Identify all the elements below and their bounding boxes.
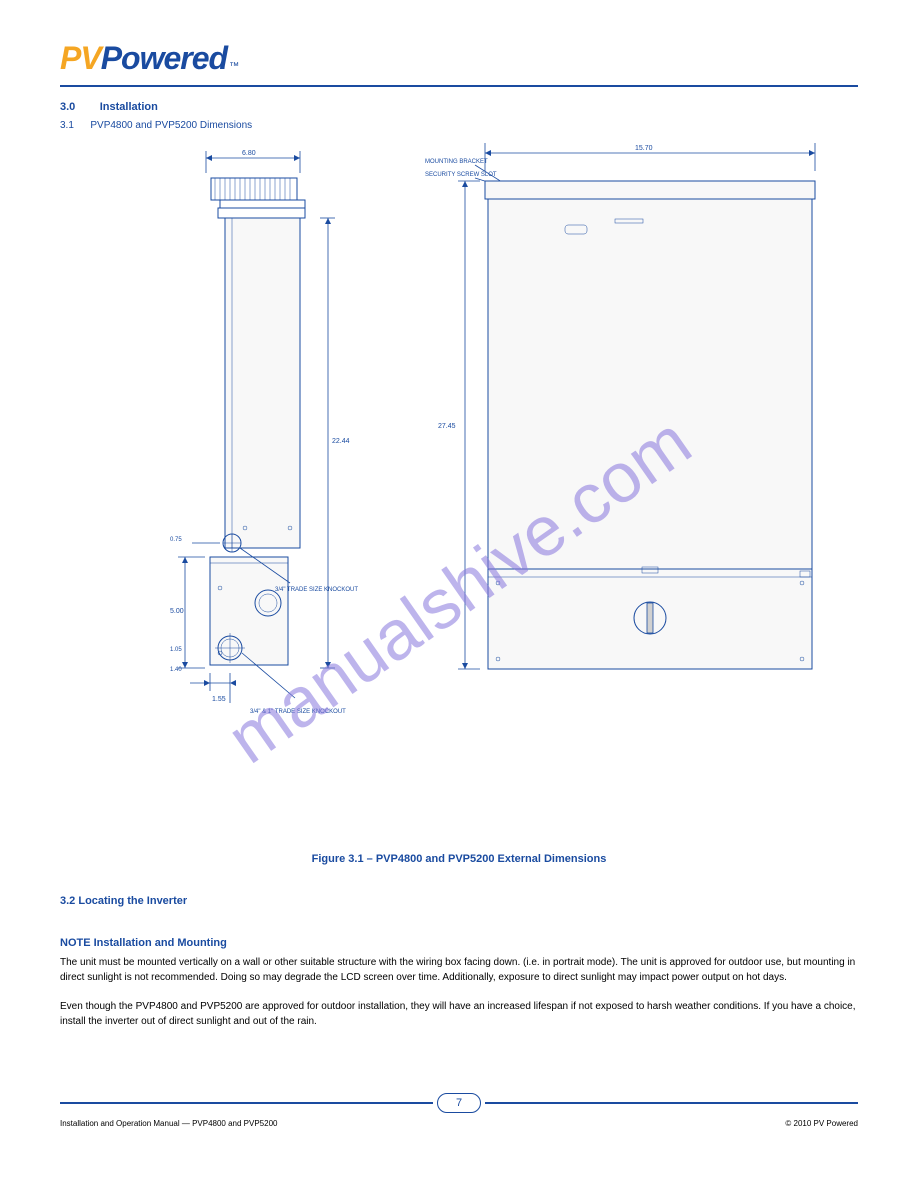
front-height-dim: 27.45 [438,423,456,430]
subsection-3-2: 3.2 Locating the Inverter [60,895,858,907]
figure-caption: Figure 3.1 – PVP4800 and PVP5200 Externa… [60,853,858,865]
note-box-body: The unit must be mounted vertically on a… [60,955,858,985]
subsection-title: PVP4800 and PVP5200 Dimensions [90,120,252,131]
footer-rule-left [60,1102,433,1104]
section-heading: 3.0 Installation [60,97,858,115]
logo-powered: Powered [101,40,227,77]
logo: PV Powered ™ [60,40,858,77]
footer-left: Installation and Operation Manual — PVP4… [60,1119,277,1128]
page-number: 7 [437,1093,481,1113]
bottom-offset-dim: 1.55 [212,696,226,703]
front-width-dim: 15.70 [635,145,653,152]
side-view-diagram: 6.80 [170,143,370,783]
bracket-label: MOUNTING BRACKET [425,159,488,165]
subsection-number: 3.1 [60,120,74,131]
note-box-heading: NOTE Installation and Mounting [60,937,858,949]
dc-height-dim: 5.00 [170,608,184,615]
footer-rule-right [485,1102,858,1104]
side-height-dim: 22.44 [332,438,350,445]
logo-tm: ™ [229,61,239,72]
footer-right: © 2010 PV Powered [785,1119,858,1128]
figure-container: 6.80 [60,143,858,843]
inverter-body-front [488,199,812,569]
footer: 7 Installation and Operation Manual — PV… [60,1093,858,1128]
slot-label: SECURITY SCREW SLOT [425,172,497,178]
ko-dim4: 1.40 [170,667,182,673]
section-number: 3.0 [60,101,75,113]
ko-dim1: 0.75 [170,537,182,543]
inverter-body-side [225,218,300,548]
side-width-dim: 6.80 [242,150,256,157]
knockout-lower-label: 3/4" & 1" TRADE SIZE KNOCKOUT [250,709,346,715]
note-para1: Even though the PVP4800 and PVP5200 are … [60,999,858,1029]
front-view-diagram: 15.70 MOUNTING BRACKET SECURITY SCREW SL… [420,143,840,783]
ko-dim3: 1.05 [170,647,182,653]
logo-pv: PV [60,40,101,77]
header-rule [60,85,858,87]
section-title: Installation [100,101,158,113]
knockout-upper-label: 3/4" TRADE SIZE KNOCKOUT [275,587,358,593]
heatsink-fins [211,178,297,200]
subsection-heading: 3.1 PVP4800 and PVP5200 Dimensions [60,115,858,133]
